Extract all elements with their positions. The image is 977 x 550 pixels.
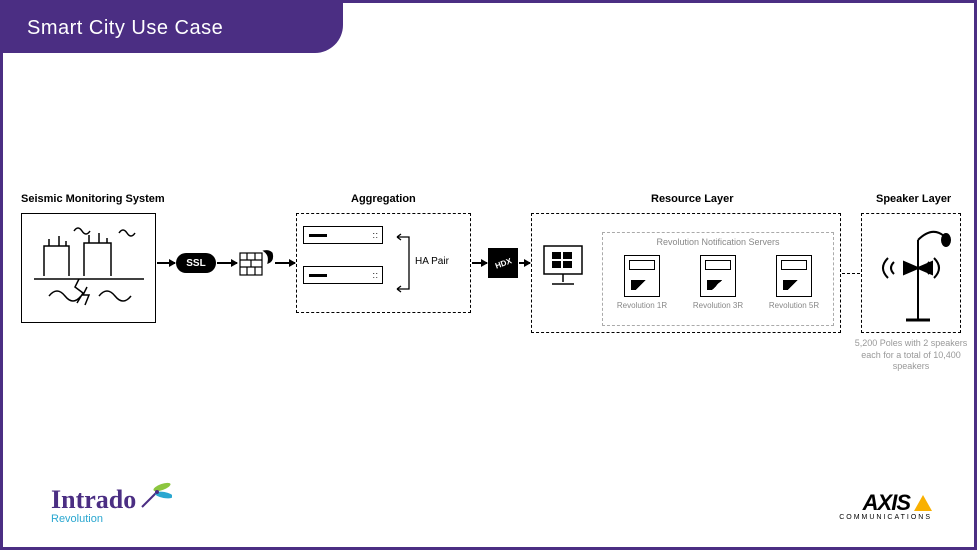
- ha-pair-label: HA Pair: [415, 256, 449, 267]
- aggregation-box: : : : : HA Pair: [296, 213, 471, 313]
- intrado-logo: Intrado Revolution: [51, 477, 172, 525]
- axis-subline: COMMUNICATIONS: [839, 514, 932, 521]
- arrow-agg-hdx: [472, 262, 487, 264]
- seismic-illustration: [22, 214, 155, 322]
- speaker-layer-box: [861, 213, 961, 333]
- seismic-box: [21, 213, 156, 323]
- hdx-badge: HDX: [488, 248, 518, 278]
- label-seismic: Seismic Monitoring System: [21, 193, 165, 205]
- axis-wordmark: AXIS: [863, 490, 932, 516]
- speaker-pole-icon: [868, 220, 954, 326]
- axis-logo: AXIS COMMUNICATIONS: [839, 490, 932, 521]
- server-5r: Revolution 5R: [765, 255, 823, 310]
- server-3r-label: Revolution 3R: [689, 301, 747, 310]
- label-resource: Resource Layer: [651, 193, 734, 205]
- dragonfly-icon: [136, 477, 172, 513]
- firewall-icon: [238, 245, 274, 281]
- conn-res-speaker: [842, 273, 860, 274]
- slide-title: Smart City Use Case: [27, 17, 223, 40]
- server-1r: Revolution 1R: [613, 255, 671, 310]
- axis-triangle-icon: [914, 495, 932, 511]
- server-3r: Revolution 3R: [689, 255, 747, 310]
- server-5r-label: Revolution 5R: [765, 301, 823, 310]
- hdx-label: HDX: [494, 256, 513, 270]
- windows-monitor-icon: [542, 242, 584, 290]
- server-1r-label: Revolution 1R: [613, 301, 671, 310]
- agg-server-1: : :: [303, 226, 383, 244]
- intrado-wordmark: Intrado: [51, 485, 136, 515]
- arrow-ssl-firewall: [217, 262, 237, 264]
- label-speaker: Speaker Layer: [876, 193, 951, 205]
- architecture-diagram: Seismic Monitoring System Aggregation Re…: [21, 183, 956, 383]
- agg-server-2: : :: [303, 266, 383, 284]
- ssl-badge: SSL: [176, 253, 216, 273]
- server-icon: [776, 255, 812, 297]
- server-icon: [700, 255, 736, 297]
- arrow-firewall-agg: [275, 262, 295, 264]
- notification-servers-group: Revolution Notification Servers Revoluti…: [602, 232, 834, 326]
- resource-layer-box: Revolution Notification Servers Revoluti…: [531, 213, 841, 333]
- ssl-label: SSL: [186, 258, 205, 269]
- label-aggregation: Aggregation: [351, 193, 416, 205]
- server-icon: [624, 255, 660, 297]
- notification-servers-title: Revolution Notification Servers: [603, 237, 833, 247]
- arrow-seismic-ssl: [157, 262, 175, 264]
- speaker-caption: 5,200 Poles with 2 speakers each for a t…: [851, 338, 971, 373]
- slide-title-tab: Smart City Use Case: [3, 3, 343, 53]
- arrow-hdx-res: [519, 262, 530, 264]
